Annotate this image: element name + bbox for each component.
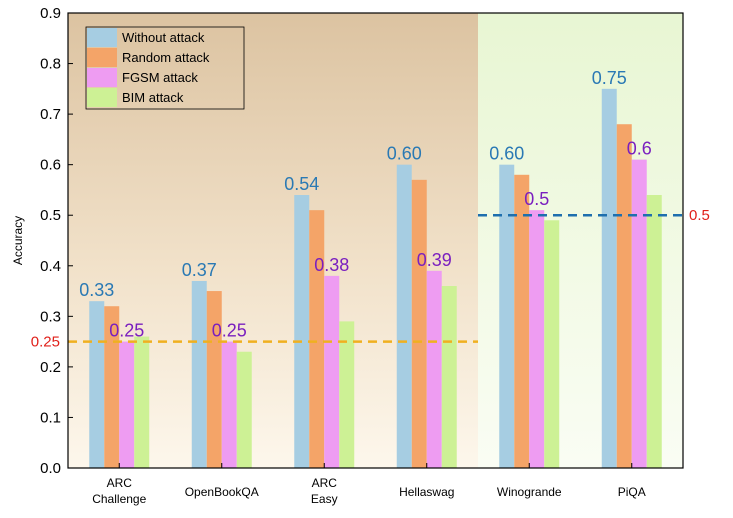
reference-label-1: 0.5 [689,207,710,224]
bar-2-4 [529,210,545,468]
data-label-4: 0.60 [489,144,524,164]
legend-label-0: Without attack [122,30,205,45]
bar-1-1 [206,291,222,468]
bars [89,88,662,469]
bar-0-3 [396,164,412,468]
bar-3-0 [134,336,150,468]
bar-0-1 [191,280,207,468]
y-tick-label-8: 0.8 [40,56,61,73]
y-tick-label-9: 0.9 [40,5,61,22]
x-tick-label-3: Hellaswag [399,485,454,499]
y-tick-label-6: 0.6 [40,157,61,174]
reference-lines: 0.25 0.5 [31,207,710,350]
legend-swatch-0 [87,28,117,47]
legend-label-2: FGSM attack [122,70,198,85]
x-tick-label-4: Winogrande [497,485,562,499]
data-label-3: 0.60 [387,144,422,164]
legend-label-3: BIM attack [122,90,184,105]
legend-swatch-3 [87,88,117,107]
bar-3-2 [339,321,355,468]
bar-3-5 [646,195,662,468]
bar-1-3 [411,179,427,469]
bar-1-0 [104,306,120,468]
data-label-0: 0.33 [79,280,114,300]
y-tick-label-0: 0.0 [40,460,61,477]
legend-box [85,26,245,110]
bar-2-1 [221,341,237,468]
data-label-5: 0.75 [592,68,627,88]
bar-2-3 [426,270,442,468]
bar-3-4 [544,220,560,468]
bar-3-3 [441,286,457,468]
x-tick-label-5: PiQA [618,485,646,499]
y-tick-label-4: 0.4 [40,258,61,275]
bar-2-0 [119,341,135,468]
bar-0-4 [499,164,515,468]
data-label-11: 0.6 [627,139,652,159]
data-label-7: 0.25 [212,321,247,341]
legend-swatch-2 [87,68,117,87]
data-label-2: 0.54 [284,174,319,194]
reference-label-0: 0.25 [31,334,60,351]
data-label-10: 0.5 [524,189,549,209]
legend: Without attack Random attack FGSM attack BI… [85,26,245,110]
data-label-9: 0.39 [417,250,452,270]
y-tick-label-2: 0.2 [40,359,61,376]
bar-1-4 [514,174,530,468]
plot-frame [67,12,684,469]
data-labels: 0.33 0.37 0.54 0.60 0.60 0.75 0.25 0.25 0.38 0.39… [79,68,652,341]
x-tick-label-1: OpenBookQA [185,485,259,499]
x-tick-label-0: ARC Challenge [92,476,146,506]
bar-1-2 [309,210,325,468]
bar-0-2 [294,195,310,468]
bar-3-1 [236,351,252,468]
data-label-1: 0.37 [182,260,217,280]
axes: 0.0 0.1 0.2 0.3 0.4 0.5 0.6 0.7 0.8 0.9 ARC Challen… [11,5,684,506]
bar-0-5 [601,88,617,468]
bar-2-2 [324,275,340,468]
y-tick-label-1: 0.1 [40,409,61,426]
y-tick-label-7: 0.7 [40,106,61,123]
y-axis-title: Accuracy [11,216,25,265]
y-tick-label-5: 0.5 [40,207,61,224]
legend-label-1: Random attack [122,50,210,65]
bar-0-0 [89,301,105,468]
bar-2-5 [631,159,647,468]
x-tick-label-2: ARC Easy [311,476,338,506]
legend-swatch-1 [87,48,117,67]
data-label-8: 0.38 [314,255,349,275]
data-label-6: 0.25 [109,321,144,341]
bar-1-5 [616,124,632,468]
y-tick-label-3: 0.3 [40,308,61,325]
